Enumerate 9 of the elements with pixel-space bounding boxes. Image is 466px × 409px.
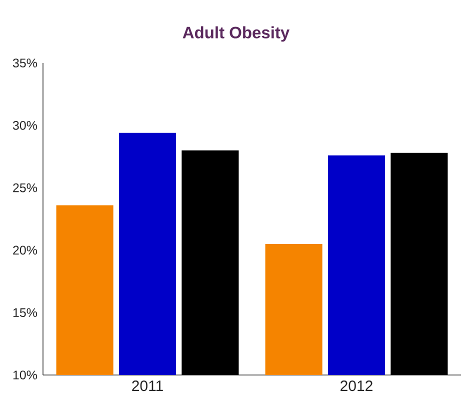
chart-title: Adult Obesity [182, 26, 290, 42]
x-tick-label: 2011 [132, 380, 163, 392]
y-tick-label: 30% [12, 120, 38, 130]
y-tick-label: 10% [13, 370, 38, 380]
x-tick-label: 2012 [340, 380, 372, 392]
y-tick-label: 20% [13, 246, 38, 255]
y-tick-label: 15% [13, 308, 38, 317]
y-tick-label: 25% [13, 183, 38, 192]
y-tick-label: 35% [12, 58, 38, 68]
